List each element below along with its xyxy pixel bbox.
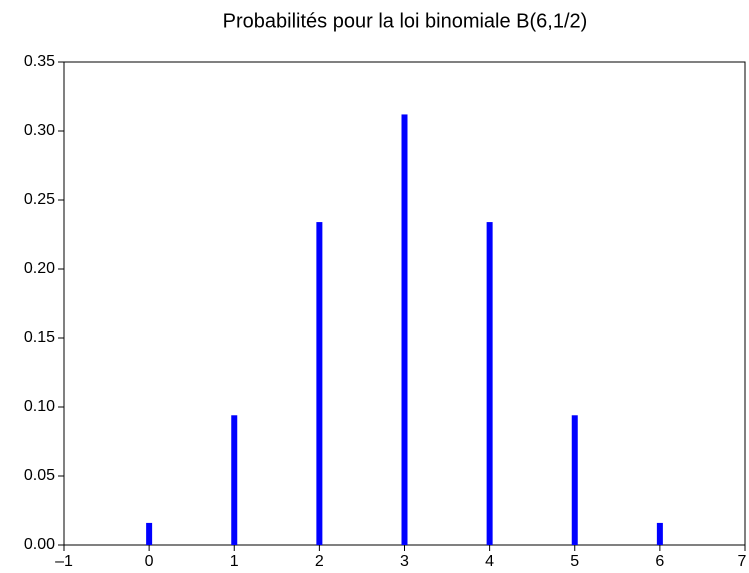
y-tick-label: 0.35 (24, 53, 55, 70)
bar (401, 114, 408, 545)
x-tick-label: 3 (400, 553, 409, 570)
y-tick-label: 0.10 (24, 398, 55, 415)
x-tick-label: 6 (655, 553, 664, 570)
x-tick-label: –1 (55, 553, 73, 570)
chart-title: Probabilités pour la loi binomiale B(6,1… (223, 10, 588, 32)
bar (571, 415, 578, 545)
bar (656, 522, 663, 545)
y-tick-label: 0.25 (24, 191, 55, 208)
x-tick-label: 2 (315, 553, 324, 570)
x-tick-label: 4 (485, 553, 494, 570)
x-tick-label: 5 (570, 553, 579, 570)
bar (146, 522, 153, 545)
bar (316, 222, 323, 545)
y-tick-label: 0.00 (24, 536, 55, 553)
x-tick-label: 7 (738, 553, 747, 570)
y-tick-label: 0.05 (24, 467, 55, 484)
y-tick-label: 0.15 (24, 329, 55, 346)
bar (231, 415, 238, 545)
x-tick-label: 1 (230, 553, 239, 570)
y-tick-label: 0.30 (24, 122, 55, 139)
bar (486, 222, 493, 545)
x-tick-label: 0 (145, 553, 154, 570)
y-tick-label: 0.20 (24, 260, 55, 277)
